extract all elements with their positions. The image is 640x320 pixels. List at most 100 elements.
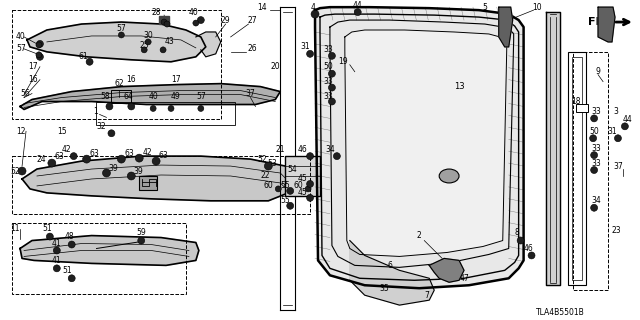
Text: 52: 52 (257, 155, 268, 164)
Text: 15: 15 (57, 127, 67, 136)
Text: 31: 31 (300, 42, 310, 52)
Text: 2: 2 (417, 231, 422, 240)
Text: 37: 37 (246, 89, 255, 98)
Text: 51: 51 (62, 266, 72, 275)
Circle shape (614, 135, 621, 142)
Circle shape (86, 58, 93, 65)
Text: 12: 12 (16, 127, 26, 136)
Text: 3: 3 (614, 107, 618, 116)
Polygon shape (315, 7, 524, 288)
Text: 43: 43 (164, 37, 174, 46)
Text: 16: 16 (28, 75, 38, 84)
Circle shape (328, 52, 335, 59)
Text: 24: 24 (37, 155, 47, 164)
Text: 22: 22 (260, 172, 270, 180)
Circle shape (307, 50, 314, 57)
Bar (285, 156, 320, 196)
Text: 59: 59 (136, 228, 146, 237)
Text: 60: 60 (264, 181, 273, 190)
Text: 39: 39 (133, 166, 143, 176)
Circle shape (108, 130, 115, 137)
Circle shape (307, 194, 314, 201)
Circle shape (275, 186, 281, 192)
Text: 55: 55 (280, 196, 290, 205)
Bar (95, 101, 235, 125)
Polygon shape (27, 22, 206, 62)
Text: 25: 25 (140, 41, 149, 50)
Circle shape (193, 20, 199, 26)
Text: 40: 40 (16, 32, 26, 42)
Circle shape (150, 106, 156, 111)
Circle shape (117, 155, 125, 163)
Text: 34: 34 (325, 145, 335, 154)
Bar (111, 90, 131, 103)
Circle shape (621, 123, 628, 130)
Circle shape (168, 106, 174, 111)
Text: 63: 63 (90, 149, 99, 158)
Text: 40: 40 (148, 92, 158, 101)
Polygon shape (20, 236, 199, 265)
Text: 7: 7 (425, 291, 429, 300)
Circle shape (68, 241, 75, 248)
Circle shape (328, 84, 335, 91)
Bar (140, 176, 157, 190)
Polygon shape (547, 12, 561, 285)
Circle shape (152, 157, 160, 165)
Polygon shape (598, 7, 615, 42)
Circle shape (355, 9, 361, 16)
Circle shape (135, 154, 143, 162)
Text: 63: 63 (55, 152, 65, 161)
Text: 51: 51 (42, 224, 52, 233)
Text: 48: 48 (65, 232, 74, 241)
Circle shape (528, 252, 535, 259)
Circle shape (287, 202, 294, 209)
Circle shape (48, 159, 56, 167)
Circle shape (197, 17, 204, 24)
Text: 40: 40 (189, 8, 199, 17)
Text: 33: 33 (591, 107, 601, 116)
Circle shape (53, 265, 60, 272)
Text: 4: 4 (310, 3, 316, 12)
Text: 32: 32 (97, 122, 106, 131)
Text: 28: 28 (152, 8, 161, 17)
Text: 34: 34 (591, 196, 601, 205)
Text: 39: 39 (109, 164, 118, 172)
Circle shape (138, 237, 145, 244)
Text: 35: 35 (380, 284, 389, 293)
Circle shape (145, 39, 151, 45)
Text: 1: 1 (93, 107, 98, 116)
Polygon shape (159, 16, 169, 24)
Text: 37: 37 (613, 162, 623, 171)
Text: TLA4B5501B: TLA4B5501B (536, 308, 585, 316)
Text: 50: 50 (323, 62, 333, 71)
Text: 45: 45 (297, 174, 307, 183)
Text: 44: 44 (353, 1, 363, 10)
Text: 60: 60 (293, 181, 303, 190)
Text: 33: 33 (591, 159, 601, 168)
Text: 31: 31 (607, 127, 617, 136)
Polygon shape (345, 30, 507, 256)
Text: 33: 33 (323, 92, 333, 101)
Circle shape (517, 237, 524, 244)
Circle shape (102, 169, 111, 177)
Text: 5: 5 (483, 3, 487, 12)
Bar (573, 52, 608, 290)
Text: 33: 33 (323, 45, 333, 54)
Polygon shape (499, 7, 513, 47)
Circle shape (18, 167, 26, 175)
Circle shape (333, 153, 340, 160)
Circle shape (160, 47, 166, 53)
Text: 13: 13 (454, 82, 465, 91)
Text: 58: 58 (100, 92, 110, 101)
Text: 52: 52 (10, 166, 20, 176)
Text: 42: 42 (62, 145, 72, 154)
Bar (12, 223, 186, 294)
Text: 11: 11 (10, 224, 20, 233)
Text: 50: 50 (589, 127, 599, 136)
Text: 16: 16 (127, 75, 136, 84)
Circle shape (118, 32, 124, 38)
Circle shape (591, 166, 598, 173)
Text: 55: 55 (280, 181, 290, 190)
Text: 54: 54 (287, 164, 297, 173)
Text: 61: 61 (79, 52, 88, 61)
